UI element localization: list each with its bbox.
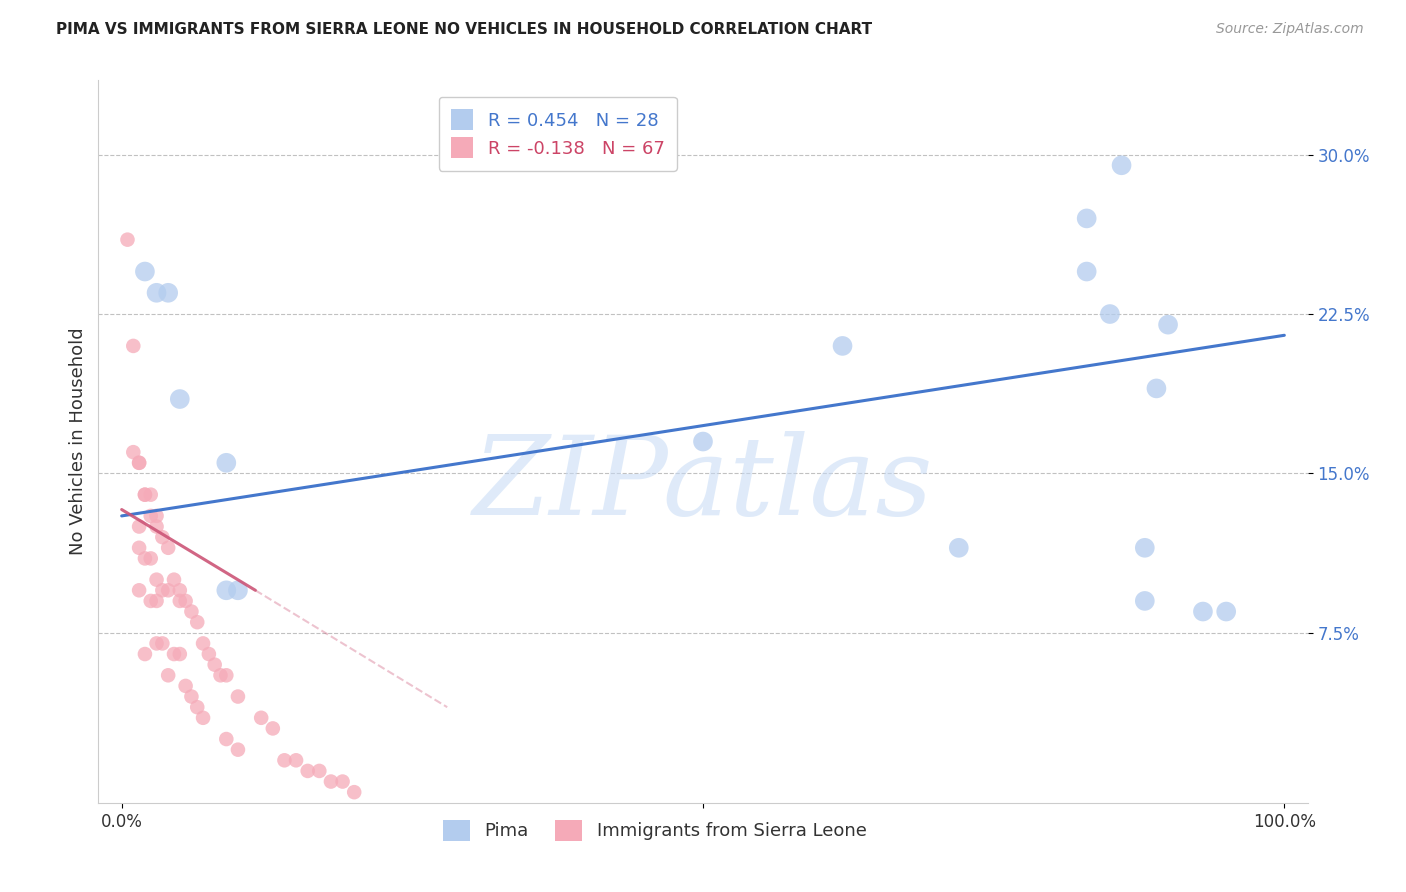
Point [157, 541, 180, 555]
Point [1192, 605, 1215, 619]
Point [191, 711, 214, 725]
Point [145, 594, 167, 608]
Point [1215, 605, 1237, 619]
Point [1157, 318, 1180, 332]
Point [226, 690, 249, 704]
Point [128, 583, 150, 598]
Point [128, 456, 150, 470]
Point [139, 551, 162, 566]
Point [169, 583, 191, 598]
Point [319, 774, 342, 789]
Point [180, 690, 202, 704]
Point [163, 573, 186, 587]
Point [1133, 594, 1156, 608]
Point [308, 764, 330, 778]
Point [226, 742, 249, 756]
Point [198, 647, 221, 661]
Point [128, 456, 150, 470]
Point [1144, 381, 1167, 395]
Y-axis label: No Vehicles in Household: No Vehicles in Household [69, 327, 87, 556]
Point [180, 605, 202, 619]
Point [145, 636, 167, 650]
Point [169, 594, 191, 608]
Point [169, 647, 191, 661]
Point [139, 594, 162, 608]
Point [174, 594, 197, 608]
Text: Source: ZipAtlas.com: Source: ZipAtlas.com [1216, 22, 1364, 37]
Point [215, 583, 238, 598]
Point [297, 764, 319, 778]
Text: ZIPatlas: ZIPatlas [472, 431, 934, 539]
Point [332, 774, 354, 789]
Point [1133, 541, 1156, 555]
Point [150, 636, 173, 650]
Point [215, 456, 238, 470]
Point [204, 657, 226, 672]
Point [128, 541, 150, 555]
Point [831, 339, 853, 353]
Point [139, 488, 162, 502]
Point [250, 711, 273, 725]
Point [157, 285, 180, 300]
Point [134, 551, 156, 566]
Point [134, 264, 156, 278]
Point [343, 785, 366, 799]
Point [122, 445, 145, 459]
Point [169, 392, 191, 406]
Point [1076, 264, 1098, 278]
Point [122, 339, 145, 353]
Point [145, 519, 167, 533]
Legend: Pima, Immigrants from Sierra Leone: Pima, Immigrants from Sierra Leone [436, 813, 875, 848]
Point [145, 508, 167, 523]
Point [1098, 307, 1121, 321]
Point [128, 519, 150, 533]
Point [150, 530, 173, 544]
Point [157, 668, 180, 682]
Point [215, 732, 238, 747]
Point [215, 668, 238, 682]
Point [186, 700, 208, 714]
Text: PIMA VS IMMIGRANTS FROM SIERRA LEONE NO VEHICLES IN HOUSEHOLD CORRELATION CHART: PIMA VS IMMIGRANTS FROM SIERRA LEONE NO … [56, 22, 872, 37]
Point [139, 508, 162, 523]
Point [209, 668, 232, 682]
Point [273, 753, 295, 767]
Point [145, 285, 167, 300]
Point [134, 488, 156, 502]
Point [117, 233, 139, 247]
Point [226, 583, 249, 598]
Point [163, 647, 186, 661]
Point [262, 722, 284, 736]
Point [174, 679, 197, 693]
Point [145, 573, 167, 587]
Point [692, 434, 714, 449]
Point [134, 488, 156, 502]
Point [285, 753, 308, 767]
Point [1111, 158, 1133, 172]
Point [948, 541, 970, 555]
Point [134, 647, 156, 661]
Point [191, 636, 214, 650]
Point [150, 583, 173, 598]
Point [186, 615, 208, 630]
Point [157, 583, 180, 598]
Point [1076, 211, 1098, 226]
